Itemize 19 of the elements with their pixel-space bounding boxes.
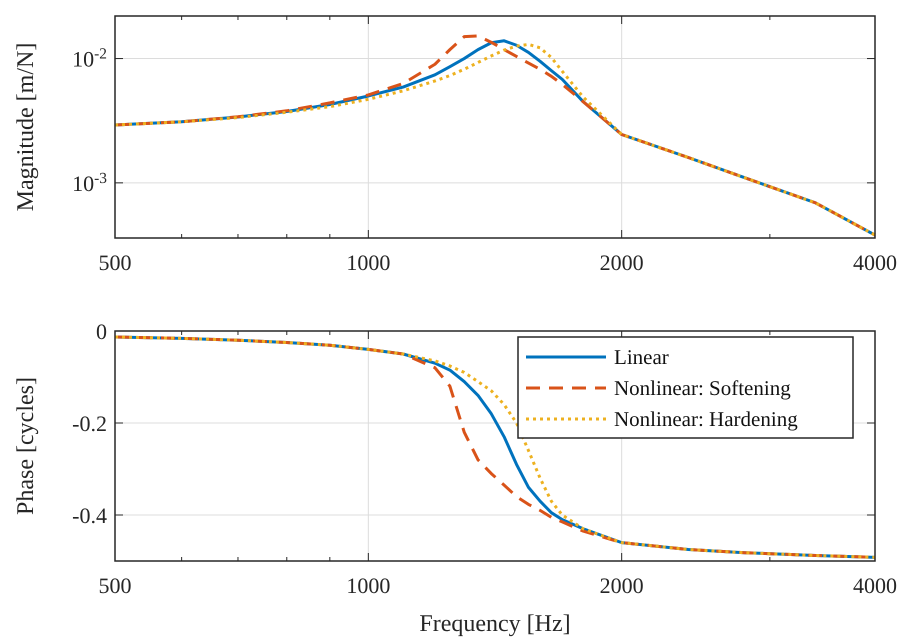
legend-label: Nonlinear: Hardening — [614, 407, 798, 431]
x-tick-label: 2000 — [600, 573, 644, 598]
y-tick-label: 10$^{-3}$ — [72, 169, 108, 196]
x-tick-label: 500 — [98, 573, 132, 598]
y-tick-label: -0.2 — [72, 411, 107, 436]
y-tick-label: 0 — [96, 319, 107, 344]
y-tick-label: -0.4 — [72, 503, 107, 528]
y-tick-label: 10$^{-2}$ — [72, 45, 107, 72]
legend-label: Linear — [614, 345, 669, 369]
x-tick-label: 4000 — [853, 573, 897, 598]
x-axis-title: Frequency [Hz] — [419, 611, 571, 637]
legend-label: Nonlinear: Softening — [614, 376, 792, 400]
x-tick-label: 1000 — [346, 573, 390, 598]
y-axis-title: Phase [cycles] — [13, 377, 39, 515]
x-tick-label: 4000 — [853, 250, 897, 275]
x-tick-label: 2000 — [600, 250, 644, 275]
y-axis-title: Magnitude [m/N] — [13, 42, 39, 212]
x-tick-label: 1000 — [346, 250, 390, 275]
x-tick-label: 500 — [98, 250, 132, 275]
